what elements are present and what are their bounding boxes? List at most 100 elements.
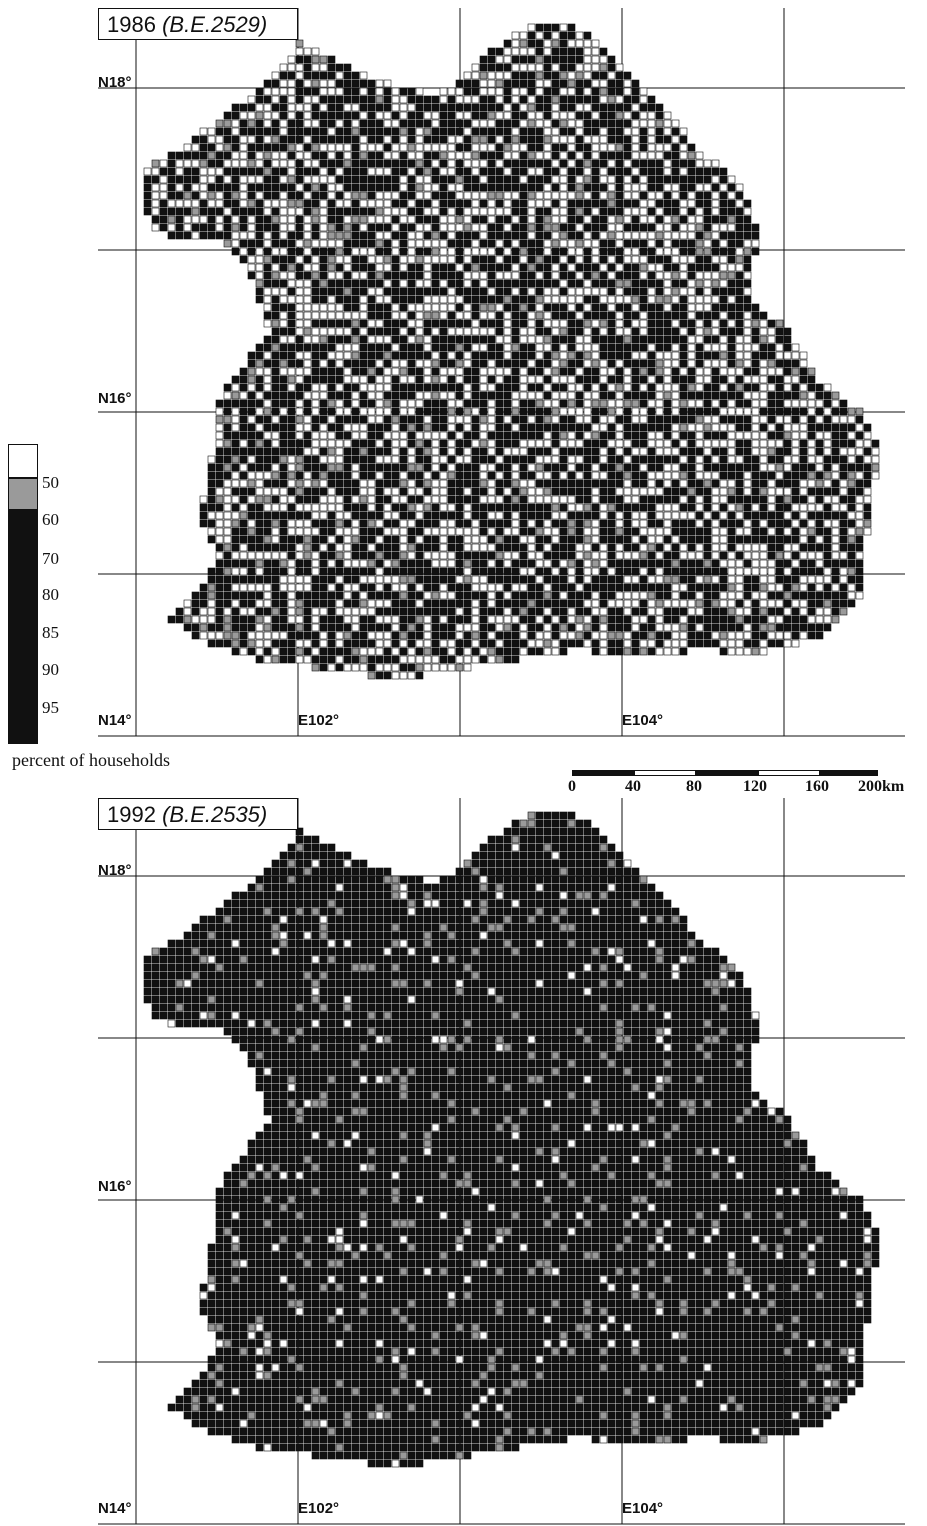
grid-cell [327, 431, 336, 440]
grid-cell [359, 191, 368, 200]
grid-cell [711, 535, 720, 544]
grid-cell [359, 479, 368, 488]
grid-cell [503, 495, 512, 504]
grid-cell [767, 543, 776, 552]
grid-cell [511, 423, 520, 432]
grid-cell [215, 599, 224, 608]
grid-cell [471, 415, 480, 424]
grid-cell [527, 71, 536, 80]
grid-cell [647, 407, 656, 416]
grid-cell [527, 39, 536, 48]
grid-cell [311, 111, 320, 120]
grid-cell [415, 591, 424, 600]
grid-cell [567, 111, 576, 120]
grid-cell [487, 471, 496, 480]
grid-cell [511, 447, 520, 456]
grid-cell [631, 551, 640, 560]
grid-cell [215, 407, 224, 416]
grid-cell [359, 463, 368, 472]
grid-cell [567, 279, 576, 288]
grid-cell [519, 503, 528, 512]
grid-cell [639, 511, 648, 520]
grid-cell [791, 463, 800, 472]
grid-cell [519, 535, 528, 544]
grid-cell [791, 447, 800, 456]
grid-cell [639, 575, 648, 584]
grid-cell [759, 319, 768, 328]
grid-cell [647, 175, 656, 184]
grid-cell [375, 535, 384, 544]
grid-cell [479, 375, 488, 384]
grid-cell [415, 535, 424, 544]
grid-cell [559, 375, 568, 384]
grid-cell [471, 111, 480, 120]
grid-cell [735, 367, 744, 376]
grid-cell [351, 559, 360, 568]
grid-cell [503, 527, 512, 536]
grid-cell [647, 287, 656, 296]
grid-cell [583, 119, 592, 128]
grid-cell [207, 567, 216, 576]
grid-cell [287, 471, 296, 480]
grid-cell [567, 103, 576, 112]
grid-cell [231, 447, 240, 456]
grid-cell [719, 199, 728, 208]
grid-cell [503, 439, 512, 448]
grid-cell [471, 343, 480, 352]
grid-cell [519, 479, 528, 488]
grid-cell [799, 583, 808, 592]
grid-cell [343, 383, 352, 392]
grid-cell [431, 567, 440, 576]
grid-cell [383, 207, 392, 216]
grid-cell [343, 239, 352, 248]
grid-cell [631, 287, 640, 296]
grid-cell [575, 79, 584, 88]
grid-cell [575, 407, 584, 416]
grid-cell [191, 607, 200, 616]
grid-cell [359, 583, 368, 592]
grid-cell [679, 319, 688, 328]
grid-cell [743, 319, 752, 328]
grid-cell [703, 247, 712, 256]
grid-cell [711, 439, 720, 448]
grid-cell [295, 455, 304, 464]
grid-cell [735, 271, 744, 280]
grid-cell [767, 335, 776, 344]
grid-cell [351, 551, 360, 560]
grid-cell [415, 495, 424, 504]
grid-cell [383, 383, 392, 392]
grid-cell [583, 599, 592, 608]
grid-cell [759, 351, 768, 360]
grid-cell [575, 439, 584, 448]
grid-cell [639, 343, 648, 352]
grid-cell [271, 207, 280, 216]
grid-cell [735, 207, 744, 216]
grid-cell [447, 191, 456, 200]
grid-cell [463, 591, 472, 600]
grid-cell [495, 583, 504, 592]
grid-cell [719, 423, 728, 432]
grid-cell [671, 151, 680, 160]
grid-cell [407, 343, 416, 352]
grid-cell [439, 383, 448, 392]
grid-cell [327, 63, 336, 72]
grid-cell [375, 431, 384, 440]
grid-cell [319, 591, 328, 600]
grid-cell [711, 319, 720, 328]
grid-cell [239, 391, 248, 400]
grid-cell [279, 551, 288, 560]
grid-cell [615, 607, 624, 616]
grid-cell [623, 231, 632, 240]
grid-cell [591, 591, 600, 600]
grid-cell [487, 279, 496, 288]
grid-cell [383, 175, 392, 184]
grid-cell [559, 487, 568, 496]
grid-cell [199, 223, 208, 232]
grid-cell [415, 207, 424, 216]
grid-cell [567, 527, 576, 536]
grid-cell [407, 151, 416, 160]
grid-cell [735, 559, 744, 568]
grid-cell [535, 111, 544, 120]
grid-cell [543, 175, 552, 184]
grid-cell [239, 367, 248, 376]
